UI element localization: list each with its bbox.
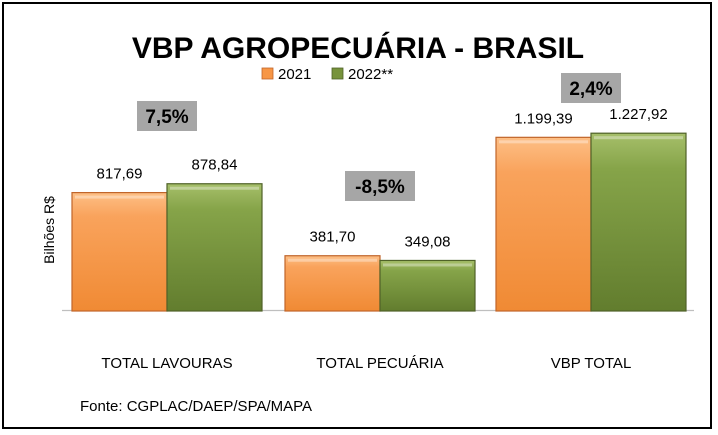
value-label-total-pecuaria-2022: 349,08 <box>405 233 451 250</box>
legend-swatch-2021 <box>261 67 274 80</box>
chart-title: VBP AGROPECUÁRIA - BRASIL <box>132 31 584 65</box>
value-label-vbp-total-2022: 1.227,92 <box>609 106 667 123</box>
bar-total-pecuaria-2021 <box>284 255 381 312</box>
bar-vbp-total-2022 <box>590 132 687 312</box>
bars-layer <box>71 132 687 312</box>
bar-highlight <box>383 263 472 267</box>
bar-highlight <box>75 195 164 199</box>
legend: 2021 2022** <box>261 66 393 83</box>
value-label-vbp-total-2021: 1.199,39 <box>514 110 572 127</box>
change-label-vbp-total: 2,4% <box>569 79 612 100</box>
source-note: Fonte: CGPLAC/DAEP/SPA/MAPA <box>80 398 312 415</box>
bar-total-lavouras-2021 <box>71 191 168 312</box>
change-label-total-pecuaria: -8,5% <box>355 177 405 198</box>
change-label-total-lavouras: 7,5% <box>145 107 188 128</box>
bar-highlight <box>288 258 377 262</box>
legend-label-2021: 2021 <box>278 66 311 83</box>
y-axis-label: Bilhões R$ <box>41 196 57 264</box>
change-badges: 7,5% -8,5% 2,4% <box>137 73 621 201</box>
category-label-total-pecuaria: TOTAL PECUÁRIA <box>316 355 443 372</box>
value-label-total-pecuaria-2021: 381,70 <box>310 229 356 246</box>
value-label-total-lavouras-2022: 878,84 <box>192 157 238 174</box>
legend-swatch-2022 <box>331 67 344 80</box>
change-badge-total-pecuaria <box>345 171 415 201</box>
labels-layer: 817,69 878,84 TOTAL LAVOURAS 381,70 349,08 TO… <box>97 106 668 372</box>
category-label-total-lavouras: TOTAL LAVOURAS <box>101 355 232 372</box>
change-badge-total-lavouras <box>137 101 197 131</box>
bar-total-lavouras-2022 <box>166 183 263 312</box>
bar-highlight <box>499 140 588 144</box>
value-label-total-lavouras-2021: 817,69 <box>97 166 143 183</box>
category-label-vbp-total: VBP TOTAL <box>551 355 632 372</box>
bar-total-pecuaria-2022 <box>379 259 476 312</box>
change-badge-vbp-total <box>561 73 621 103</box>
legend-label-2022: 2022** <box>348 66 393 83</box>
bar-vbp-total-2021 <box>495 136 592 312</box>
bar-highlight <box>170 186 259 190</box>
bar-highlight <box>594 136 683 140</box>
